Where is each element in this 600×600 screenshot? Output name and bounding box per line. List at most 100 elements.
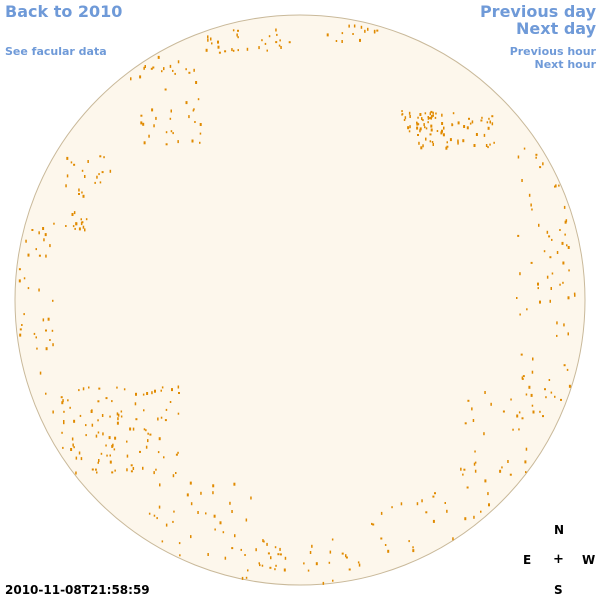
facular-spot — [424, 112, 427, 115]
facular-spot — [205, 512, 207, 515]
facular-spot — [449, 138, 452, 142]
facular-spot — [530, 261, 533, 264]
facular-spot — [157, 417, 159, 421]
facular-spot — [266, 542, 268, 546]
facular-spot — [277, 553, 280, 556]
facular-spot — [171, 388, 173, 392]
facular-spot — [177, 60, 180, 64]
facular-spot — [262, 539, 264, 543]
facular-spot — [61, 431, 63, 434]
facular-spot — [546, 230, 549, 234]
facular-spot — [401, 110, 403, 113]
facular-spot — [517, 155, 520, 159]
facular-spot — [432, 114, 434, 117]
facular-spot — [53, 222, 55, 225]
facular-spot — [42, 318, 45, 322]
next-day-link[interactable]: Next day — [516, 19, 596, 38]
facular-spot — [567, 246, 570, 249]
facular-spot — [384, 544, 387, 546]
facular-spot — [169, 64, 172, 68]
facular-spot — [165, 143, 168, 146]
facular-spot — [160, 389, 162, 392]
facular-spot — [169, 401, 172, 403]
facular-spot — [45, 347, 48, 351]
facular-spot — [170, 130, 173, 133]
facular-spot — [279, 547, 281, 551]
facular-spot — [35, 336, 37, 339]
facular-spot — [73, 163, 76, 166]
facular-spot — [348, 24, 350, 28]
facular-spot — [430, 110, 433, 113]
facular-spot — [19, 333, 22, 337]
facular-spot — [27, 287, 30, 290]
facular-spot — [232, 29, 235, 32]
facular-spot — [441, 129, 443, 133]
facular-spot — [45, 329, 47, 332]
facular-spot — [535, 156, 537, 159]
facular-spot — [148, 134, 150, 138]
facular-spot — [371, 522, 373, 525]
facular-spot — [432, 519, 435, 523]
facular-spot — [473, 462, 476, 466]
facular-spot — [563, 364, 566, 367]
facular-spot — [229, 501, 231, 505]
facular-spot — [191, 139, 194, 143]
facular-spot — [149, 433, 152, 436]
facular-spot — [157, 55, 160, 59]
facular-spot — [179, 554, 181, 557]
facular-spot — [117, 413, 120, 417]
facular-spot — [174, 72, 176, 75]
facular-spot — [562, 261, 565, 265]
facular-spot — [23, 277, 26, 280]
facular-spot — [185, 68, 187, 71]
facular-spot — [25, 239, 27, 243]
facular-spot — [407, 126, 410, 130]
facular-spot — [434, 492, 436, 495]
facular-spot — [279, 553, 282, 556]
compass-east-label: E — [523, 553, 532, 567]
back-to-year-link[interactable]: Back to 2010 — [5, 2, 123, 21]
facular-spot — [417, 123, 420, 126]
facular-spot — [52, 410, 54, 414]
facular-spot — [170, 109, 172, 113]
facular-spot — [546, 275, 549, 279]
facular-spot — [85, 218, 88, 221]
facular-spot — [102, 432, 104, 436]
facular-spot — [549, 256, 552, 259]
facular-spot — [132, 427, 135, 431]
see-facular-data-link[interactable]: See facular data — [5, 45, 107, 58]
facular-spot — [524, 460, 527, 464]
facular-spot — [197, 98, 200, 101]
facular-spot — [200, 491, 202, 495]
facular-spot — [522, 375, 525, 378]
facular-spot — [140, 121, 143, 125]
facular-spot — [156, 517, 158, 520]
facular-spot — [49, 244, 51, 248]
facular-spot — [335, 40, 338, 42]
facular-spot — [457, 139, 459, 143]
facular-spot — [152, 66, 155, 69]
facular-spot — [258, 562, 260, 565]
compass-west-label: W — [582, 553, 596, 567]
facular-spot — [278, 44, 281, 47]
facular-spot — [114, 436, 117, 440]
facular-spot — [520, 353, 523, 356]
facular-spot — [556, 321, 558, 325]
facular-spot — [153, 471, 155, 475]
facular-spot — [429, 117, 431, 120]
facular-spot — [36, 347, 38, 350]
facular-spot — [537, 282, 539, 286]
facular-spot — [97, 419, 99, 422]
facular-spot — [185, 101, 188, 105]
facular-spot — [425, 137, 427, 141]
facular-spot — [401, 113, 403, 116]
facular-spot — [95, 434, 98, 438]
facular-spot — [548, 379, 551, 381]
facular-spot — [412, 546, 414, 549]
previous-hour-link[interactable]: Previous hour — [509, 45, 596, 58]
next-hour-link[interactable]: Next hour — [534, 58, 597, 71]
facular-spot — [462, 473, 464, 476]
facular-spot — [70, 161, 73, 164]
previous-day-link[interactable]: Previous day — [479, 2, 596, 21]
facular-spot — [258, 46, 260, 50]
